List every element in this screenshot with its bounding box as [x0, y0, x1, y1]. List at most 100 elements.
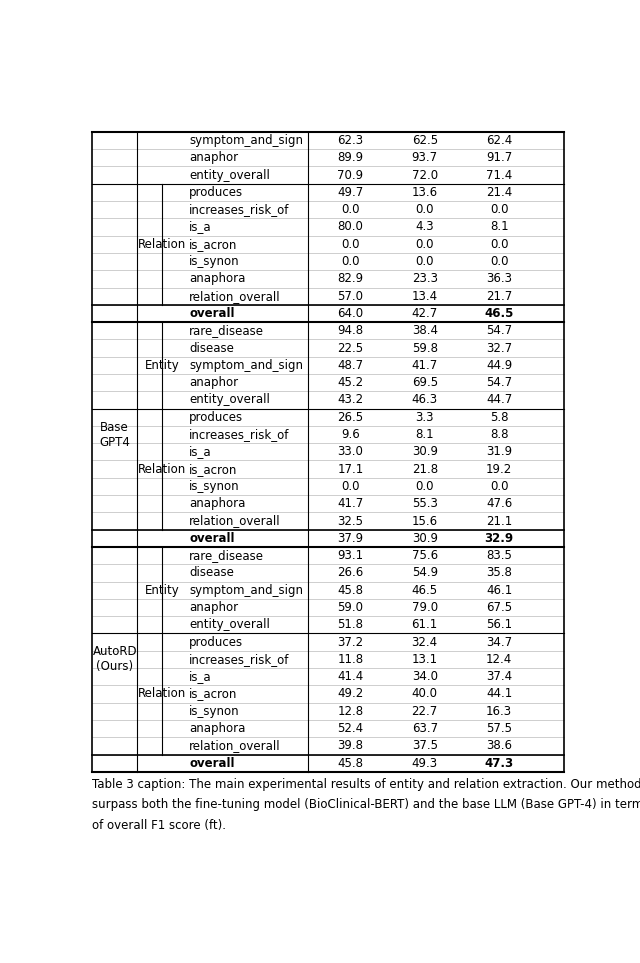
- Text: 59.8: 59.8: [412, 342, 438, 354]
- Text: 41.7: 41.7: [412, 359, 438, 372]
- Text: anaphora: anaphora: [189, 722, 246, 735]
- Text: 93.7: 93.7: [412, 151, 438, 165]
- Text: 49.2: 49.2: [337, 688, 364, 700]
- Text: 34.7: 34.7: [486, 636, 512, 649]
- Text: 41.4: 41.4: [337, 670, 364, 683]
- Text: 54.7: 54.7: [486, 325, 512, 337]
- Text: is_synon: is_synon: [189, 480, 240, 493]
- Text: overall: overall: [189, 757, 235, 769]
- Text: disease: disease: [189, 342, 234, 354]
- Text: 91.7: 91.7: [486, 151, 512, 165]
- Text: 54.7: 54.7: [486, 377, 512, 389]
- Text: 19.2: 19.2: [486, 462, 512, 476]
- Text: Relation: Relation: [138, 238, 186, 250]
- Text: 45.2: 45.2: [337, 377, 364, 389]
- Text: relation_overall: relation_overall: [189, 290, 281, 302]
- Text: 0.0: 0.0: [415, 203, 434, 217]
- Text: is_synon: is_synon: [189, 705, 240, 717]
- Text: Base
GPT4: Base GPT4: [99, 421, 130, 449]
- Text: rare_disease: rare_disease: [189, 549, 264, 562]
- Text: 48.7: 48.7: [337, 359, 364, 372]
- Text: 35.8: 35.8: [486, 566, 512, 580]
- Text: 49.7: 49.7: [337, 186, 364, 199]
- Text: is_synon: is_synon: [189, 255, 240, 268]
- Text: 37.9: 37.9: [337, 532, 364, 545]
- Text: 45.8: 45.8: [337, 757, 364, 769]
- Text: 30.9: 30.9: [412, 532, 438, 545]
- Text: 21.1: 21.1: [486, 514, 512, 528]
- Text: 56.1: 56.1: [486, 618, 512, 632]
- Text: 0.0: 0.0: [341, 480, 360, 493]
- Text: 59.0: 59.0: [337, 601, 364, 614]
- Text: 57.0: 57.0: [337, 290, 364, 302]
- Text: 0.0: 0.0: [341, 255, 360, 268]
- Text: 0.0: 0.0: [490, 255, 508, 268]
- Text: 22.7: 22.7: [412, 705, 438, 717]
- Text: 0.0: 0.0: [490, 480, 508, 493]
- Text: 63.7: 63.7: [412, 722, 438, 735]
- Text: 4.3: 4.3: [415, 221, 434, 233]
- Text: 40.0: 40.0: [412, 688, 438, 700]
- Text: of overall F1 score (ft).: of overall F1 score (ft).: [92, 820, 227, 832]
- Text: anaphora: anaphora: [189, 497, 246, 510]
- Text: 0.0: 0.0: [490, 203, 508, 217]
- Text: entity_overall: entity_overall: [189, 169, 270, 182]
- Text: 94.8: 94.8: [337, 325, 364, 337]
- Text: 69.5: 69.5: [412, 377, 438, 389]
- Text: 51.8: 51.8: [337, 618, 364, 632]
- Text: 57.5: 57.5: [486, 722, 512, 735]
- Text: 47.6: 47.6: [486, 497, 512, 510]
- Text: produces: produces: [189, 411, 243, 424]
- Text: 70.9: 70.9: [337, 169, 364, 182]
- Text: 46.5: 46.5: [412, 584, 438, 597]
- Text: 0.0: 0.0: [490, 238, 508, 250]
- Text: 62.5: 62.5: [412, 134, 438, 147]
- Text: increases_risk_of: increases_risk_of: [189, 653, 289, 665]
- Text: 0.0: 0.0: [341, 238, 360, 250]
- Text: 30.9: 30.9: [412, 445, 438, 458]
- Text: 67.5: 67.5: [486, 601, 512, 614]
- Text: 21.8: 21.8: [412, 462, 438, 476]
- Text: 34.0: 34.0: [412, 670, 438, 683]
- Text: 79.0: 79.0: [412, 601, 438, 614]
- Text: 71.4: 71.4: [486, 169, 512, 182]
- Text: increases_risk_of: increases_risk_of: [189, 428, 289, 441]
- Text: 62.4: 62.4: [486, 134, 512, 147]
- Text: 49.3: 49.3: [412, 757, 438, 769]
- Text: Entity: Entity: [145, 584, 179, 597]
- Text: is_a: is_a: [189, 221, 212, 233]
- Text: 26.6: 26.6: [337, 566, 364, 580]
- Text: produces: produces: [189, 186, 243, 199]
- Text: symptom_and_sign: symptom_and_sign: [189, 584, 303, 597]
- Text: 21.4: 21.4: [486, 186, 512, 199]
- Text: 32.9: 32.9: [484, 532, 514, 545]
- Text: 82.9: 82.9: [337, 273, 364, 285]
- Text: 15.6: 15.6: [412, 514, 438, 528]
- Text: 17.1: 17.1: [337, 462, 364, 476]
- Text: 41.7: 41.7: [337, 497, 364, 510]
- Text: 46.1: 46.1: [486, 584, 512, 597]
- Text: rare_disease: rare_disease: [189, 325, 264, 337]
- Text: anaphora: anaphora: [189, 273, 246, 285]
- Text: 61.1: 61.1: [412, 618, 438, 632]
- Text: 0.0: 0.0: [415, 238, 434, 250]
- Text: anaphor: anaphor: [189, 601, 238, 614]
- Text: 13.6: 13.6: [412, 186, 438, 199]
- Text: 32.4: 32.4: [412, 636, 438, 649]
- Text: 38.6: 38.6: [486, 740, 512, 752]
- Text: is_acron: is_acron: [189, 238, 237, 250]
- Text: 22.5: 22.5: [337, 342, 364, 354]
- Text: 37.5: 37.5: [412, 740, 438, 752]
- Text: 32.5: 32.5: [337, 514, 364, 528]
- Text: 8.8: 8.8: [490, 428, 508, 441]
- Text: entity_overall: entity_overall: [189, 394, 270, 406]
- Text: Entity: Entity: [145, 359, 179, 372]
- Text: 39.8: 39.8: [337, 740, 364, 752]
- Text: 45.8: 45.8: [337, 584, 364, 597]
- Text: is_acron: is_acron: [189, 688, 237, 700]
- Text: 12.4: 12.4: [486, 653, 512, 665]
- Text: is_a: is_a: [189, 670, 212, 683]
- Text: 47.3: 47.3: [484, 757, 514, 769]
- Text: 80.0: 80.0: [337, 221, 364, 233]
- Text: 3.3: 3.3: [415, 411, 434, 424]
